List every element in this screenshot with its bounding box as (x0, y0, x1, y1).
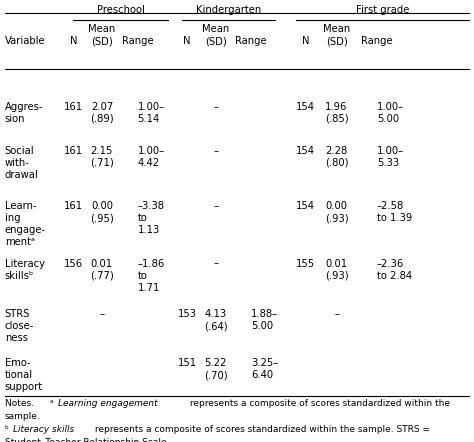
Text: Aggres-
sion: Aggres- sion (5, 102, 43, 124)
Text: Learning engagement: Learning engagement (58, 399, 157, 408)
Text: 154: 154 (296, 146, 315, 156)
Text: Notes.: Notes. (5, 399, 39, 408)
Text: 1.00–
5.00: 1.00– 5.00 (377, 102, 404, 124)
Text: Range: Range (122, 36, 153, 46)
Text: 151: 151 (178, 358, 197, 368)
Text: –: – (213, 102, 218, 112)
Text: Kindergarten: Kindergarten (196, 5, 261, 15)
Text: 0.00
(.93): 0.00 (.93) (325, 201, 348, 223)
Text: Emo-
tional
support: Emo- tional support (5, 358, 43, 392)
Text: ᵇ: ᵇ (5, 425, 11, 434)
Text: Variable: Variable (5, 36, 46, 46)
Text: Range: Range (361, 36, 392, 46)
Text: ᵃ: ᵃ (50, 399, 56, 408)
Text: –2.58
to 1.39: –2.58 to 1.39 (377, 201, 412, 223)
Text: 1.88–
5.00: 1.88– 5.00 (251, 309, 278, 332)
Text: Learn-
ing
engage-
mentᵃ: Learn- ing engage- mentᵃ (5, 201, 46, 247)
Text: 3.25–
6.40: 3.25– 6.40 (251, 358, 278, 380)
Text: N: N (183, 36, 191, 46)
Text: sample.: sample. (5, 412, 40, 421)
Text: represents a composite of scores standardized within the: represents a composite of scores standar… (186, 399, 449, 408)
Text: –1.86
to
1.71: –1.86 to 1.71 (137, 259, 164, 293)
Text: Student–Teacher Relationship Scale.: Student–Teacher Relationship Scale. (5, 438, 169, 442)
Text: 154: 154 (296, 201, 315, 211)
Text: 0.01
(.77): 0.01 (.77) (90, 259, 114, 281)
Text: 1.00–
4.42: 1.00– 4.42 (137, 146, 164, 168)
Text: N: N (70, 36, 77, 46)
Text: 0.00
(.95): 0.00 (.95) (90, 201, 114, 223)
Text: Range: Range (236, 36, 267, 46)
Text: 155: 155 (296, 259, 315, 269)
Text: Preschool: Preschool (97, 5, 145, 15)
Text: –: – (213, 259, 218, 269)
Text: Mean
(SD): Mean (SD) (202, 24, 229, 46)
Text: represents a composite of scores standardized within the sample. STRS =: represents a composite of scores standar… (92, 425, 430, 434)
Text: Literacy skills: Literacy skills (13, 425, 75, 434)
Text: 4.13
(.64): 4.13 (.64) (204, 309, 228, 332)
Text: –: – (100, 309, 104, 320)
Text: 154: 154 (296, 102, 315, 112)
Text: –: – (213, 146, 218, 156)
Text: 156: 156 (64, 259, 83, 269)
Text: 2.28
(.80): 2.28 (.80) (325, 146, 348, 168)
Text: 161: 161 (64, 102, 83, 112)
Text: –: – (334, 309, 339, 320)
Text: 1.00–
5.33: 1.00– 5.33 (377, 146, 404, 168)
Text: 1.00–
5.14: 1.00– 5.14 (137, 102, 164, 124)
Text: –2.36
to 2.84: –2.36 to 2.84 (377, 259, 412, 281)
Text: 0.01
(.93): 0.01 (.93) (325, 259, 348, 281)
Text: N: N (302, 36, 310, 46)
Text: 2.07
(.89): 2.07 (.89) (90, 102, 114, 124)
Text: 5.22
(.70): 5.22 (.70) (204, 358, 228, 380)
Text: Social
with-
drawal: Social with- drawal (5, 146, 38, 180)
Text: 153: 153 (178, 309, 197, 320)
Text: 161: 161 (64, 146, 83, 156)
Text: 161: 161 (64, 201, 83, 211)
Text: Literacy
skillsᵇ: Literacy skillsᵇ (5, 259, 45, 281)
Text: STRS
close-
ness: STRS close- ness (5, 309, 34, 343)
Text: 2.15
(.71): 2.15 (.71) (90, 146, 114, 168)
Text: –: – (213, 201, 218, 211)
Text: Mean
(SD): Mean (SD) (88, 24, 116, 46)
Text: Mean
(SD): Mean (SD) (323, 24, 350, 46)
Text: First grade: First grade (356, 5, 410, 15)
Text: 1.96
(.85): 1.96 (.85) (325, 102, 348, 124)
Text: –3.38
to
1.13: –3.38 to 1.13 (137, 201, 164, 235)
